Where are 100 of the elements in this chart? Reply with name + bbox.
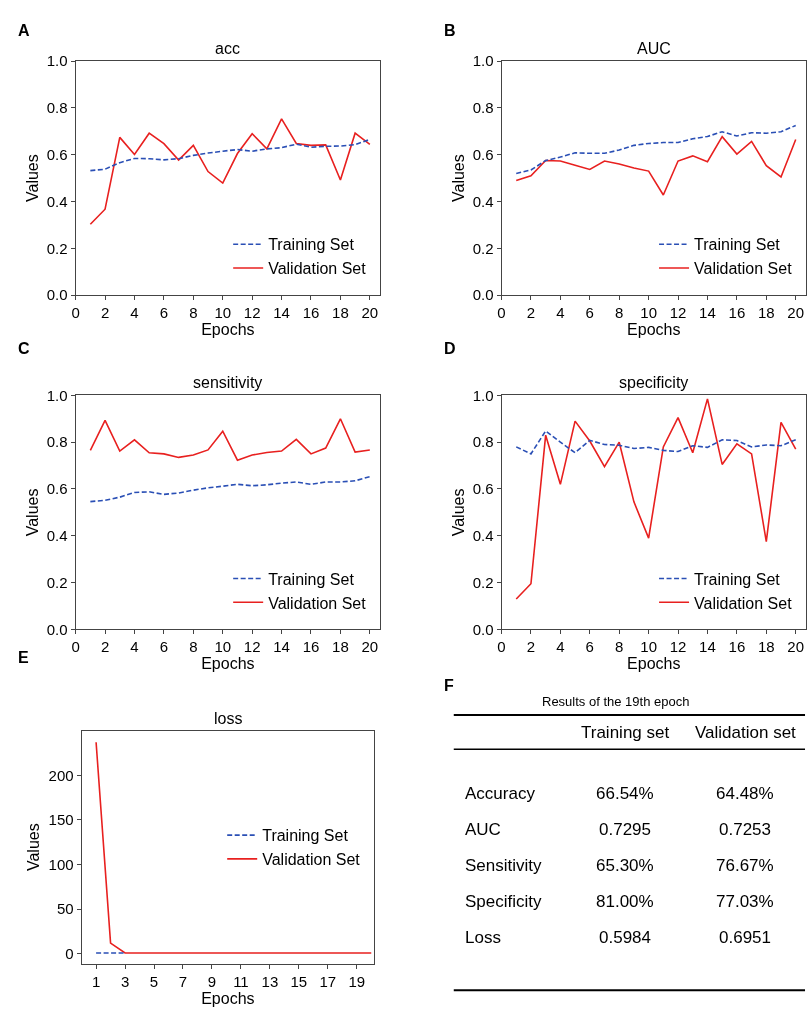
- x-tick-label: 16: [728, 304, 746, 322]
- legend-label: Training Set: [262, 827, 349, 845]
- x-tick-label: 12: [243, 638, 261, 656]
- category-label: Loss: [465, 928, 501, 947]
- y-tick-label: 0.8: [472, 99, 494, 117]
- legend-label: Validation Set: [268, 260, 367, 278]
- y-tick-label: 0.8: [46, 99, 68, 117]
- text: 0.5984: [599, 928, 651, 947]
- text: 64.48%: [716, 784, 774, 803]
- x-tick-label: 2: [526, 304, 536, 322]
- x-tick-label: 6: [159, 638, 169, 656]
- x-tick-label: 14: [699, 304, 716, 322]
- y-axis-title: Values: [23, 488, 41, 537]
- x-tick-label: 14: [699, 638, 716, 656]
- x-tick-label: 4: [556, 304, 565, 322]
- line-series: [515, 124, 797, 175]
- x-tick-label: 20: [787, 304, 805, 322]
- y-tick-label: 1.0: [472, 52, 494, 70]
- text: 0.6951: [719, 928, 771, 947]
- y-axis-title: Values: [23, 154, 41, 202]
- legend-label: Validation Set: [262, 851, 361, 869]
- line-series: [89, 118, 371, 226]
- y-tick-label: 0.6: [472, 145, 494, 163]
- y-axis-title: Values: [25, 823, 43, 872]
- x-tick-label: 20: [361, 304, 379, 322]
- x-tick-label: 2: [526, 638, 536, 656]
- x-tick-label: 11: [233, 972, 249, 990]
- x-tick-label: 14: [273, 304, 290, 322]
- x-tick-label: 10: [214, 638, 232, 656]
- x-tick-label: 18: [332, 638, 349, 656]
- y-tick-label: 0.2: [46, 573, 68, 591]
- legend-label: Training Set: [694, 570, 781, 588]
- x-axis-title: Epochs: [627, 655, 681, 673]
- y-tick-label: 0.8: [46, 433, 68, 451]
- y-tick-label: 0.4: [472, 192, 494, 210]
- y-tick-label: 0.4: [472, 527, 494, 545]
- category-label: Training set: [581, 723, 670, 742]
- category-label: AUC: [465, 820, 501, 839]
- category-label: Sensitivity: [465, 856, 542, 875]
- x-tick-label: 10: [640, 638, 657, 656]
- x-tick-label: 3: [120, 972, 130, 990]
- x-tick-label: 7: [178, 972, 188, 990]
- text: 0.7253: [719, 820, 771, 839]
- x-tick-label: 10: [214, 304, 232, 322]
- legend-label: Validation Set: [694, 260, 793, 278]
- y-axis-title: Values: [449, 154, 467, 202]
- y-axis-title: Values: [449, 488, 467, 537]
- line-series: [89, 138, 371, 172]
- x-tick-label: 8: [615, 304, 624, 322]
- x-tick-label: 15: [290, 972, 308, 990]
- x-tick-label: 2: [100, 638, 110, 656]
- text: F: [444, 677, 454, 694]
- x-tick-label: 8: [615, 638, 624, 656]
- x-tick-label: 1: [91, 972, 101, 990]
- y-tick-label: 150: [48, 811, 74, 829]
- y-tick-label: 0: [65, 945, 74, 963]
- x-tick-label: 9: [207, 972, 217, 990]
- x-axis-title: Epochs: [201, 655, 255, 673]
- x-tick-label: 12: [669, 638, 687, 656]
- y-tick-label: 0.0: [472, 620, 494, 638]
- y-tick-label: 0.6: [46, 480, 68, 498]
- x-tick-label: 0: [497, 638, 506, 656]
- y-tick-label: 0.2: [472, 239, 494, 257]
- text: B: [444, 22, 456, 39]
- y-tick-label: 1.0: [472, 386, 494, 404]
- x-tick-label: 4: [556, 638, 565, 656]
- text: 65.30%: [596, 856, 654, 875]
- x-tick-label: 12: [669, 304, 687, 322]
- x-tick-label: 8: [189, 304, 198, 322]
- legend-label: Validation Set: [268, 594, 367, 612]
- text: E: [18, 649, 29, 666]
- y-tick-label: 0.0: [46, 620, 68, 638]
- text: 81.00%: [596, 892, 654, 911]
- chart-title: sensitivity: [193, 374, 263, 391]
- x-tick-label: 20: [361, 638, 379, 656]
- y-tick-label: 0.6: [472, 480, 494, 498]
- x-tick-label: 16: [302, 638, 320, 656]
- x-tick-label: 18: [757, 304, 775, 322]
- x-tick-label: 18: [757, 638, 775, 656]
- x-tick-label: 13: [261, 972, 279, 990]
- chart-title: specificity: [619, 374, 689, 391]
- x-tick-label: 2: [100, 304, 110, 322]
- text: 66.54%: [596, 784, 654, 803]
- x-tick-label: 16: [302, 304, 320, 322]
- x-axis-title: Epochs: [201, 989, 255, 1007]
- chart-title: AUC: [637, 40, 671, 57]
- y-tick-label: 1.0: [46, 386, 68, 404]
- x-tick-label: 8: [189, 638, 198, 656]
- y-tick-label: 0.0: [46, 286, 68, 304]
- y-tick-label: 0.0: [472, 286, 494, 304]
- chart-title: loss: [214, 710, 243, 727]
- chart-title: acc: [215, 40, 240, 57]
- y-tick-label: 0.4: [46, 527, 68, 545]
- x-tick-label: 12: [243, 304, 261, 322]
- legend-label: Training Set: [694, 236, 781, 254]
- text: A: [18, 22, 30, 39]
- y-tick-label: 200: [48, 766, 74, 784]
- y-tick-label: 50: [56, 900, 74, 918]
- category-label: Specificity: [465, 892, 542, 911]
- x-tick-label: 10: [640, 304, 657, 322]
